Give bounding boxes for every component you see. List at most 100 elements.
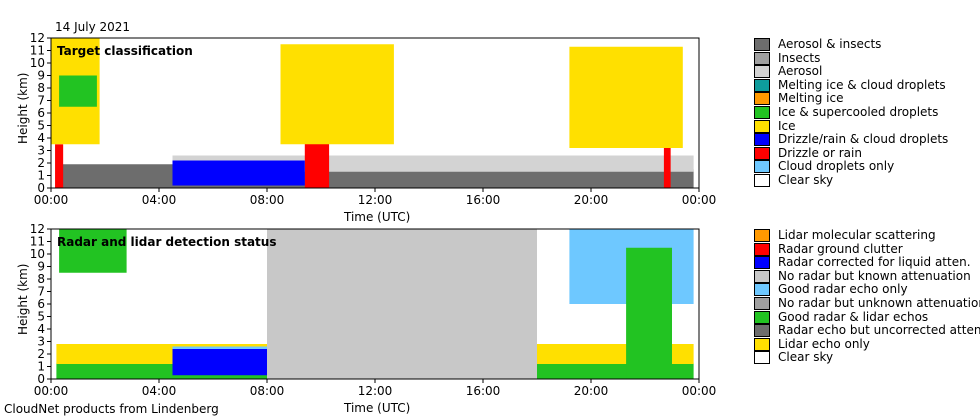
y-tick-label: 12	[30, 31, 45, 45]
legend-label: Good radar & lidar echos	[778, 309, 929, 324]
legend-label: Drizzle/rain & cloud droplets	[778, 132, 949, 147]
region-1	[59, 164, 173, 188]
legend-swatch	[754, 256, 770, 270]
y-tick-label: 1	[37, 169, 45, 183]
x-tick-label: 20:00	[574, 193, 609, 207]
y-tick-label: 1	[37, 360, 45, 374]
panel2-ylabel: Height (km)	[16, 263, 30, 335]
y-tick-label: 7	[37, 285, 45, 299]
x-tick-label: 08:00	[250, 384, 285, 398]
y-tick-label: 5	[37, 119, 45, 133]
legend-swatch	[754, 119, 770, 133]
legend-swatch	[754, 133, 770, 147]
legend-swatch	[754, 297, 770, 310]
x-tick-label: 20:00	[574, 384, 609, 398]
legend-label: Radar ground clutter	[778, 241, 903, 256]
legend-label: Ice	[778, 118, 796, 133]
y-tick-label: 7	[37, 94, 45, 108]
y-tick-label: 3	[37, 144, 45, 158]
y-tick-label: 9	[37, 69, 45, 83]
legend-swatch	[754, 51, 770, 65]
legend-label: Drizzle or rain	[778, 145, 862, 160]
legend-swatch	[754, 337, 770, 351]
region-9	[569, 46, 683, 148]
region-10	[172, 160, 305, 186]
x-tick-label: 08:00	[250, 193, 285, 207]
legend-swatch	[754, 351, 770, 365]
legend-label: Radar echo but uncorrected atten.	[778, 323, 980, 338]
y-tick-label: 0	[37, 181, 45, 195]
legend-label: No radar but known attenuation	[778, 268, 971, 283]
x-tick-label: 16:00	[466, 193, 501, 207]
y-tick-label: 6	[37, 297, 45, 311]
region-6	[663, 148, 671, 188]
region-11	[59, 75, 97, 107]
legend-swatch	[754, 229, 770, 242]
region-7	[267, 229, 537, 379]
y-tick-label: 2	[37, 347, 45, 361]
legend-swatch	[754, 283, 770, 297]
legend-swatch	[754, 92, 770, 106]
legend-swatch	[754, 269, 770, 283]
y-tick-label: 6	[37, 106, 45, 120]
x-tick-label: 00:00	[34, 384, 69, 398]
x-tick-label: 00:00	[34, 193, 69, 207]
panel1-ylabel: Height (km)	[16, 72, 30, 144]
region-5	[304, 143, 330, 188]
legend-swatch	[754, 324, 770, 338]
legend-swatch	[754, 310, 770, 324]
region-10	[626, 247, 672, 379]
legend-swatch	[754, 106, 770, 119]
y-tick-label: 4	[37, 322, 45, 336]
y-tick-label: 10	[30, 247, 45, 261]
x-tick-label: 04:00	[142, 193, 177, 207]
region-4	[55, 144, 64, 188]
date-label: 14 July 2021	[55, 20, 131, 34]
y-tick-label: 11	[30, 235, 45, 249]
y-tick-label: 4	[37, 131, 45, 145]
y-tick-label: 9	[37, 260, 45, 274]
y-tick-label: 11	[30, 44, 45, 58]
legend-label: Clear sky	[778, 173, 834, 187]
legend-label: Cloud droplets only	[778, 159, 895, 174]
region-8	[59, 229, 127, 273]
panel1-xlabel: Time (UTC)	[344, 210, 411, 224]
panel2-xlabel: Time (UTC)	[344, 401, 411, 415]
x-tick-label: 12:00	[358, 193, 393, 207]
legend-label: No radar but unknown attenuation	[778, 296, 980, 310]
legend-label: Melting ice & cloud droplets	[778, 77, 946, 92]
y-tick-label: 3	[37, 335, 45, 349]
legend-swatch	[754, 146, 770, 160]
legend-swatch	[754, 242, 770, 256]
legend-label: Clear sky	[778, 350, 834, 365]
y-tick-label: 5	[37, 310, 45, 324]
y-tick-label: 8	[37, 272, 45, 286]
credit-label: CloudNet products from Lindenberg	[4, 402, 219, 416]
panel2-title: Radar and lidar detection status	[57, 235, 277, 249]
x-tick-label: 12:00	[358, 384, 393, 398]
legend-label: Good radar echo only	[778, 282, 908, 297]
legend-swatch	[754, 174, 770, 187]
legend-label: Insects	[778, 50, 821, 65]
x-tick-label: 04:00	[142, 384, 177, 398]
region-8	[280, 44, 394, 145]
legend-swatch	[754, 78, 770, 92]
y-tick-label: 10	[30, 56, 45, 70]
x-tick-label: 16:00	[466, 384, 501, 398]
legend-label: Aerosol	[778, 64, 823, 79]
panel1-title: Target classification	[57, 44, 193, 58]
x-tick-label: 00:00	[682, 384, 717, 398]
legend-label: Lidar molecular scattering	[778, 228, 936, 242]
x-tick-label: 00:00	[682, 193, 717, 207]
y-tick-label: 12	[30, 222, 45, 236]
legend-label: Radar corrected for liquid atten.	[778, 255, 971, 270]
legend-label: Aerosol & insects	[778, 37, 882, 51]
legend-label: Lidar echo only	[778, 336, 870, 351]
legend-label: Melting ice	[778, 91, 844, 106]
legend-swatch	[754, 65, 770, 79]
y-tick-label: 2	[37, 156, 45, 170]
legend-swatch	[754, 160, 770, 174]
